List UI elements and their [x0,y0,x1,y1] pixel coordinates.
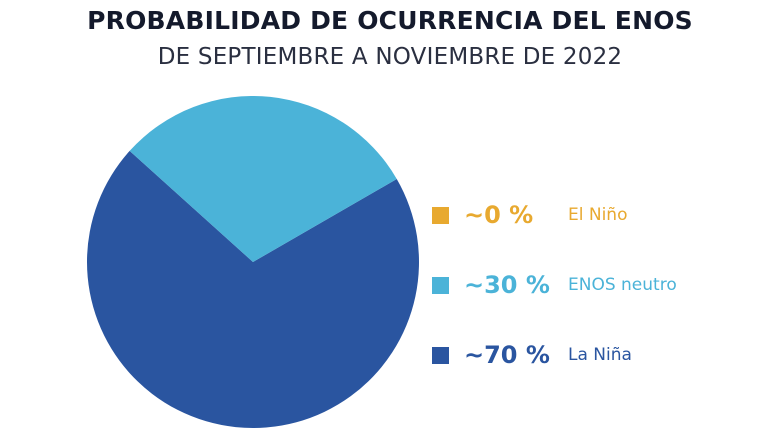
legend-label-el-nino: El Niño [568,205,628,225]
legend-label-enos-neutro: ENOS neutro [568,275,677,295]
legend-swatch-la-nina [432,346,449,364]
chart-subtitle: DE SEPTIEMBRE A NOVIEMBRE DE 2022 [157,44,623,70]
legend-swatch-el-nino [432,206,449,224]
pie-slice-enos-neutro [129,95,397,262]
chart-title: PROBABILIDAD DE OCURRENCIA DEL ENOS [87,6,693,35]
legend-swatch-enos-neutro [432,276,449,294]
legend-value-la-nina: ~70 % [464,341,550,369]
legend-value-enos-neutro: ~30 % [464,271,550,299]
legend-item-enos-neutro: ~30 % ENOS neutro [432,250,762,320]
pie-slice-la-nina [86,150,419,428]
legend-item-la-nina: ~70 % La Niña [432,320,762,390]
legend-item-el-nino: ~0 % El Niño [432,180,762,250]
legend-value-el-nino: ~0 % [464,201,534,229]
legend-label-la-nina: La Niña [568,345,632,365]
legend: ~0 % El Niño ~30 % ENOS neutro ~70 % La … [432,180,762,390]
